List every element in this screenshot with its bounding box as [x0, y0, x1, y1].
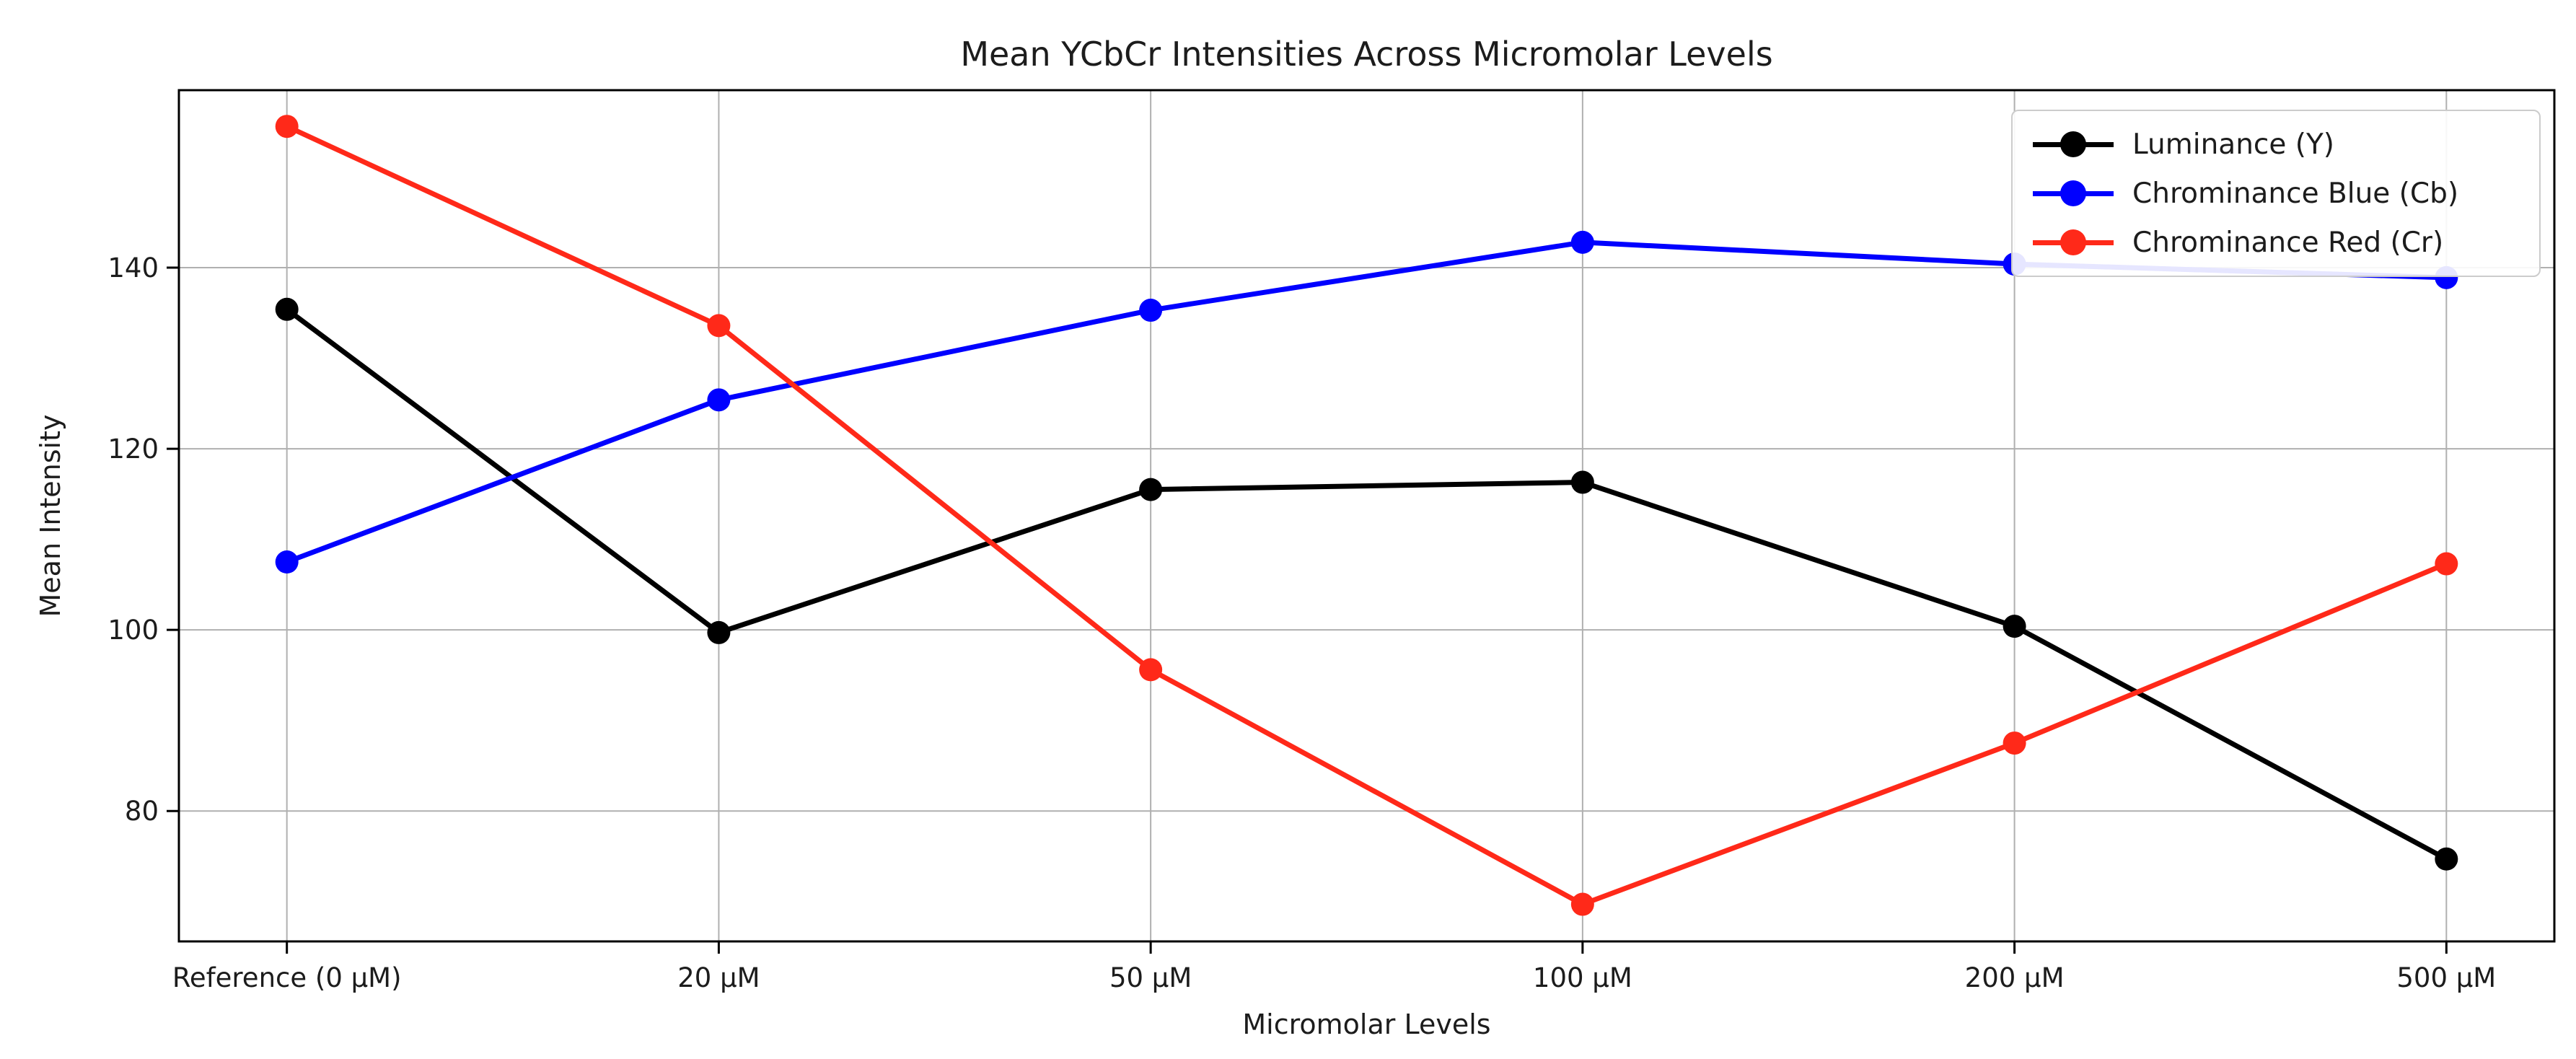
data-point-chrominance-red-cr: [1570, 892, 1594, 916]
legend-item-chrominance-blue: Chrominance Blue (Cb): [2033, 175, 2519, 212]
data-point-luminance-y: [1570, 470, 1594, 494]
data-point-luminance-y: [2003, 615, 2026, 638]
legend-marker-icon: [2033, 130, 2114, 159]
legend: Luminance (Y) Chrominance Blue (Cb) Chro…: [2011, 110, 2541, 277]
data-point-chrominance-blue-cb: [1570, 230, 1594, 254]
series-line-chrominance-red-cr: [284, 123, 2449, 908]
series-line-luminance-y: [284, 307, 2449, 862]
data-point-luminance-y: [1139, 478, 1163, 501]
data-point-chrominance-red-cr: [707, 314, 731, 338]
legend-marker-icon: [2033, 228, 2114, 257]
chart-title: Mean YCbCr Intensities Across Micromolar…: [960, 35, 1773, 74]
data-point-luminance-y: [707, 620, 731, 644]
y-tick-label: 120: [107, 434, 159, 465]
legend-label: Chrominance Blue (Cb): [2132, 177, 2459, 210]
x-tick-label: 50 μM: [1109, 962, 1192, 993]
data-point-luminance-y: [275, 297, 299, 321]
x-tick-label: Reference (0 μM): [172, 962, 402, 993]
x-tick-label: 500 μM: [2396, 962, 2496, 993]
legend-item-chrominance-red: Chrominance Red (Cr): [2033, 224, 2519, 261]
data-point-chrominance-red-cr: [2003, 731, 2026, 755]
plot-border: [177, 89, 2556, 943]
x-tick-label: 20 μM: [677, 962, 760, 993]
data-point-chrominance-red-cr: [2435, 552, 2458, 576]
y-tick-label: 140: [107, 252, 159, 284]
data-point-chrominance-blue-cb: [1139, 299, 1163, 322]
x-tick-label: 200 μM: [1965, 962, 2065, 993]
legend-label: Luminance (Y): [2132, 128, 2335, 161]
y-tick-label: 100: [107, 615, 159, 646]
legend-label: Chrominance Red (Cr): [2132, 226, 2444, 259]
data-point-luminance-y: [2435, 847, 2458, 871]
y-tick-label: 80: [125, 796, 159, 827]
legend-item-luminance-y: Luminance (Y): [2033, 126, 2519, 163]
x-tick-label: 100 μM: [1533, 962, 1632, 993]
series-line-chrominance-blue-cb: [284, 240, 2449, 565]
y-axis-label: Mean Intensity: [35, 414, 66, 618]
data-point-chrominance-blue-cb: [707, 388, 731, 412]
x-axis-label: Micromolar Levels: [1242, 1009, 1491, 1040]
legend-marker-icon: [2033, 179, 2114, 208]
data-point-chrominance-blue-cb: [275, 550, 299, 574]
data-point-chrominance-red-cr: [1139, 658, 1163, 682]
data-point-chrominance-red-cr: [275, 115, 299, 139]
